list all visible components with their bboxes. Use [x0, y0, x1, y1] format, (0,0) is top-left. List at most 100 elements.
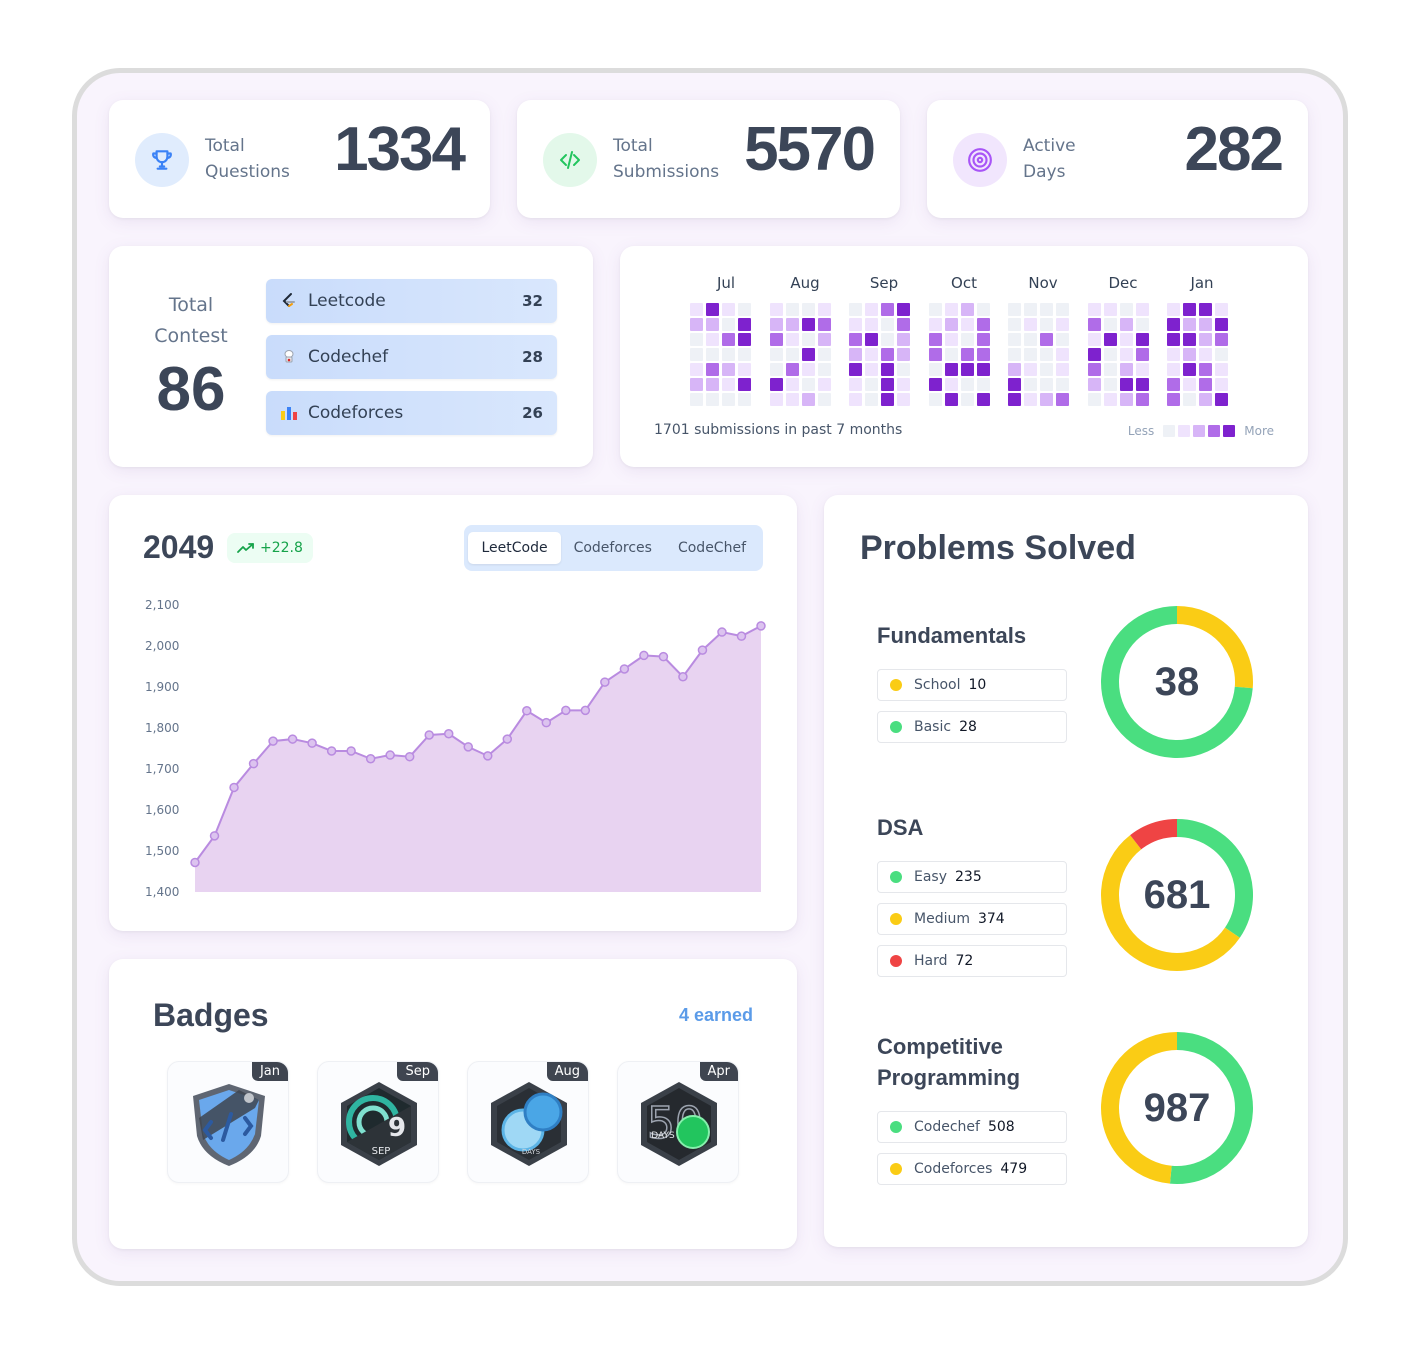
rating-point[interactable]: [463, 742, 473, 752]
heatmap-cell[interactable]: [977, 378, 990, 391]
rating-point[interactable]: [248, 758, 259, 769]
heatmap-cell[interactable]: [1215, 348, 1228, 361]
platform-leetcode[interactable]: Leetcode 32: [266, 279, 557, 323]
heatmap-cell[interactable]: [1199, 333, 1212, 346]
heatmap-cell[interactable]: [1199, 363, 1212, 376]
heatmap-cell[interactable]: [881, 393, 894, 406]
heatmap-cell[interactable]: [881, 318, 894, 331]
heatmap-cell[interactable]: [1183, 393, 1196, 406]
heatmap-cell[interactable]: [690, 348, 703, 361]
heatmap-cell[interactable]: [1167, 393, 1180, 406]
heatmap-cell[interactable]: [1040, 378, 1053, 391]
heatmap-cell[interactable]: [690, 318, 703, 331]
heatmap-cell[interactable]: [1008, 303, 1021, 316]
heatmap-cell[interactable]: [818, 348, 831, 361]
heatmap-cell[interactable]: [961, 363, 974, 376]
heatmap-cell[interactable]: [1167, 348, 1180, 361]
heatmap-cell[interactable]: [849, 333, 862, 346]
heatmap-cell[interactable]: [1056, 303, 1069, 316]
heatmap-cell[interactable]: [690, 333, 703, 346]
heatmap-cell[interactable]: [1167, 303, 1180, 316]
heatmap-cell[interactable]: [881, 348, 894, 361]
heatmap-cell[interactable]: [818, 393, 831, 406]
heatmap-cell[interactable]: [786, 348, 799, 361]
heatmap-cell[interactable]: [929, 363, 942, 376]
heatmap-cell[interactable]: [1024, 318, 1037, 331]
heatmap-cell[interactable]: [786, 303, 799, 316]
rating-point[interactable]: [268, 736, 278, 746]
heatmap-cell[interactable]: [770, 378, 783, 391]
heatmap-cell[interactable]: [722, 393, 735, 406]
heatmap-cell[interactable]: [690, 378, 703, 391]
heatmap-cell[interactable]: [1056, 348, 1069, 361]
tab-codechef[interactable]: CodeChef: [677, 540, 746, 556]
heatmap-cell[interactable]: [722, 303, 735, 316]
heatmap-cell[interactable]: [1215, 363, 1228, 376]
heatmap-cell[interactable]: [722, 363, 735, 376]
heatmap-cell[interactable]: [722, 378, 735, 391]
heatmap-cell[interactable]: [1008, 348, 1021, 361]
heatmap-cell[interactable]: [1040, 318, 1053, 331]
tab-codeforces[interactable]: Codeforces: [573, 540, 652, 556]
heatmap-cell[interactable]: [1120, 333, 1133, 346]
heatmap-cell[interactable]: [1056, 393, 1069, 406]
heatmap-cell[interactable]: [1199, 348, 1212, 361]
heatmap-cell[interactable]: [977, 303, 990, 316]
heatmap-cell[interactable]: [722, 333, 735, 346]
rating-point[interactable]: [229, 782, 239, 793]
heatmap-cell[interactable]: [945, 378, 958, 391]
rating-point[interactable]: [619, 664, 630, 674]
heatmap-cell[interactable]: [1199, 393, 1212, 406]
heatmap-cell[interactable]: [1167, 363, 1180, 376]
heatmap-cell[interactable]: [897, 393, 910, 406]
heatmap-cell[interactable]: [1199, 378, 1212, 391]
heatmap-cell[interactable]: [881, 333, 894, 346]
heatmap-cell[interactable]: [1040, 333, 1053, 346]
heatmap-cell[interactable]: [1088, 378, 1101, 391]
heatmap-cell[interactable]: [1136, 393, 1149, 406]
heatmap-cell[interactable]: [1088, 348, 1101, 361]
heatmap-cell[interactable]: [706, 348, 719, 361]
heatmap-cell[interactable]: [945, 318, 958, 331]
heatmap-cell[interactable]: [1120, 318, 1133, 331]
heatmap-cell[interactable]: [738, 378, 751, 391]
heatmap-cell[interactable]: [802, 348, 815, 361]
heatmap-cell[interactable]: [690, 303, 703, 316]
rating-point[interactable]: [385, 750, 395, 760]
rating-point[interactable]: [541, 717, 552, 728]
heatmap-cell[interactable]: [929, 303, 942, 316]
heatmap-cell[interactable]: [770, 333, 783, 346]
heatmap-cell[interactable]: [1215, 318, 1228, 331]
heatmap-cell[interactable]: [945, 393, 958, 406]
heatmap-cell[interactable]: [881, 303, 894, 316]
heatmap-cell[interactable]: [1008, 333, 1021, 346]
rating-point[interactable]: [209, 831, 220, 841]
platform-codeforces[interactable]: Codeforces 26: [266, 391, 557, 435]
heatmap-cell[interactable]: [706, 318, 719, 331]
heatmap-cell[interactable]: [1024, 348, 1037, 361]
heatmap-cell[interactable]: [865, 318, 878, 331]
heatmap-cell[interactable]: [770, 303, 783, 316]
heatmap-cell[interactable]: [929, 348, 942, 361]
heatmap-cell[interactable]: [770, 393, 783, 406]
heatmap-cell[interactable]: [706, 303, 719, 316]
rating-point[interactable]: [522, 706, 532, 716]
badge-tile[interactable]: Jan: [167, 1061, 289, 1183]
heatmap-cell[interactable]: [1040, 363, 1053, 376]
heatmap-cell[interactable]: [1104, 303, 1117, 316]
heatmap-cell[interactable]: [929, 333, 942, 346]
heatmap-cell[interactable]: [865, 378, 878, 391]
heatmap-cell[interactable]: [961, 333, 974, 346]
badge-tile[interactable]: 50 DAYS Apr: [617, 1061, 739, 1183]
heatmap-cell[interactable]: [1088, 393, 1101, 406]
heatmap-cell[interactable]: [897, 363, 910, 376]
rating-point[interactable]: [483, 751, 493, 761]
badge-tile[interactable]: DAYS Aug: [467, 1061, 589, 1183]
heatmap-cell[interactable]: [690, 393, 703, 406]
heatmap-cell[interactable]: [897, 318, 910, 331]
heatmap-cell[interactable]: [897, 333, 910, 346]
heatmap-cell[interactable]: [865, 363, 878, 376]
heatmap-cell[interactable]: [961, 378, 974, 391]
heatmap-cell[interactable]: [738, 348, 751, 361]
rating-point[interactable]: [502, 734, 513, 744]
